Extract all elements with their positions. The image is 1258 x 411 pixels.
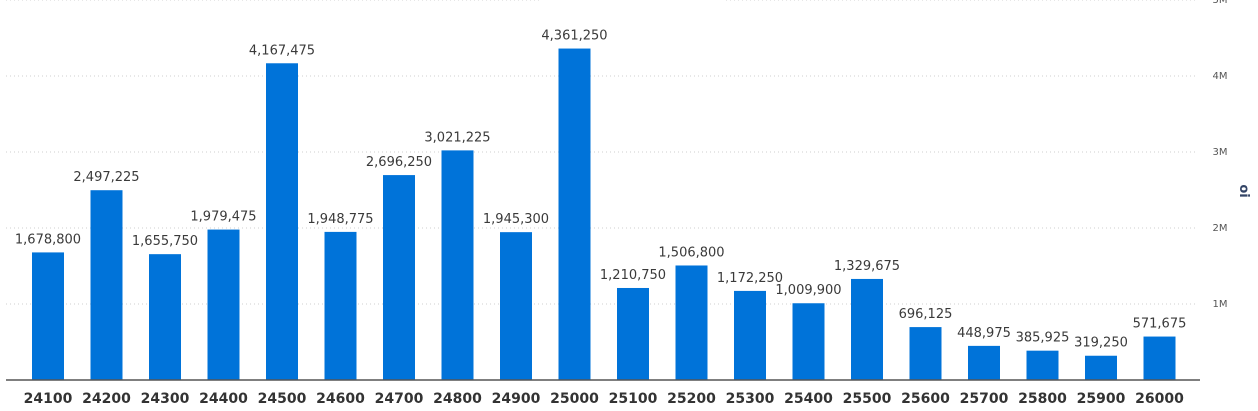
bar-25500[interactable] bbox=[851, 278, 883, 380]
y-tick-label: 1M bbox=[1213, 299, 1228, 310]
x-tick-label: 24500 bbox=[258, 391, 307, 407]
x-tick-label: 24700 bbox=[375, 391, 424, 407]
x-tick-label: 25400 bbox=[784, 391, 833, 407]
data-label: 1,945,300 bbox=[483, 212, 549, 227]
x-tick-label: 24900 bbox=[492, 391, 541, 407]
bar-25300[interactable] bbox=[734, 290, 766, 380]
x-tick-label: 24200 bbox=[82, 391, 131, 407]
data-label: 3,021,225 bbox=[424, 130, 490, 145]
bar-25900[interactable] bbox=[1085, 355, 1117, 380]
bar-24800[interactable] bbox=[441, 150, 474, 380]
bar-25200[interactable] bbox=[675, 265, 708, 380]
x-tick-label: 25200 bbox=[667, 391, 716, 407]
bar-26000[interactable] bbox=[1143, 336, 1176, 380]
data-label: 696,125 bbox=[899, 307, 953, 322]
x-tick-label: 24300 bbox=[141, 391, 190, 407]
bar-25800[interactable] bbox=[1026, 350, 1059, 380]
bar-24500[interactable] bbox=[266, 63, 298, 380]
data-label: 1,329,675 bbox=[834, 259, 900, 274]
y-tick-label: 2M bbox=[1213, 223, 1228, 234]
data-label: 1,506,800 bbox=[658, 245, 724, 260]
data-label: 448,975 bbox=[957, 326, 1011, 341]
x-axis-ticks: 24100 24200 24300 24400 24500 24600 24700 24800… bbox=[24, 391, 1184, 407]
bar-24900[interactable] bbox=[500, 232, 532, 380]
data-label: 1,948,775 bbox=[307, 212, 373, 227]
data-label: 385,925 bbox=[1016, 331, 1070, 346]
bars bbox=[32, 48, 1176, 381]
data-label: 4,167,475 bbox=[249, 43, 315, 58]
x-tick-label: 24800 bbox=[433, 391, 482, 407]
x-tick-label: 25500 bbox=[843, 391, 892, 407]
bar-25700[interactable] bbox=[968, 345, 1000, 380]
y-axis-title: oi bbox=[1236, 184, 1251, 197]
x-tick-label: 26000 bbox=[1135, 391, 1184, 407]
x-tick-label: 24600 bbox=[316, 391, 365, 407]
data-label: 1,210,750 bbox=[600, 268, 666, 283]
x-tick-label: 25300 bbox=[726, 391, 775, 407]
bar-25400[interactable] bbox=[792, 303, 825, 380]
data-label: 1,009,900 bbox=[775, 283, 841, 298]
data-label: 1,979,475 bbox=[190, 210, 256, 225]
y-tick-label: 5M bbox=[1213, 0, 1228, 6]
data-label: 1,172,250 bbox=[717, 271, 783, 286]
x-tick-label: 24100 bbox=[24, 391, 73, 407]
x-tick-label: 25700 bbox=[960, 391, 1009, 407]
data-label: 1,678,800 bbox=[15, 232, 81, 247]
tooltip-mask bbox=[540, 0, 725, 22]
y-tick-label: 3M bbox=[1213, 147, 1228, 158]
bar-25100[interactable] bbox=[617, 287, 649, 380]
x-tick-label: 25800 bbox=[1018, 391, 1067, 407]
data-label: 1,655,750 bbox=[132, 234, 198, 249]
bar-24700[interactable] bbox=[383, 175, 415, 380]
bar-24300[interactable] bbox=[149, 254, 181, 380]
bar-24400[interactable] bbox=[207, 229, 240, 380]
x-tick-label: 25000 bbox=[550, 391, 599, 407]
data-label: 571,675 bbox=[1133, 317, 1187, 332]
data-label: 319,250 bbox=[1074, 336, 1128, 351]
y-axis-ticks: 1M 2M 3M 4M 5M bbox=[1213, 0, 1228, 310]
data-label: 2,497,225 bbox=[73, 170, 139, 185]
data-label: 4,361,250 bbox=[541, 29, 607, 44]
data-labels: 1,678,800 2,497,225 1,655,750 1,979,475 4,16… bbox=[15, 29, 1186, 351]
x-tick-label: 24400 bbox=[199, 391, 248, 407]
bar-25000[interactable] bbox=[558, 48, 591, 381]
bar-24600[interactable] bbox=[324, 231, 357, 380]
data-label: 2,696,250 bbox=[366, 155, 432, 170]
bar-24100[interactable] bbox=[32, 252, 64, 380]
x-tick-label: 25600 bbox=[901, 391, 950, 407]
x-tick-label: 25900 bbox=[1077, 391, 1126, 407]
bar-24200[interactable] bbox=[90, 190, 123, 380]
y-tick-label: 4M bbox=[1213, 71, 1228, 82]
x-tick-label: 25100 bbox=[609, 391, 658, 407]
bar-25600[interactable] bbox=[909, 327, 942, 380]
gridlines bbox=[6, 0, 1196, 305]
